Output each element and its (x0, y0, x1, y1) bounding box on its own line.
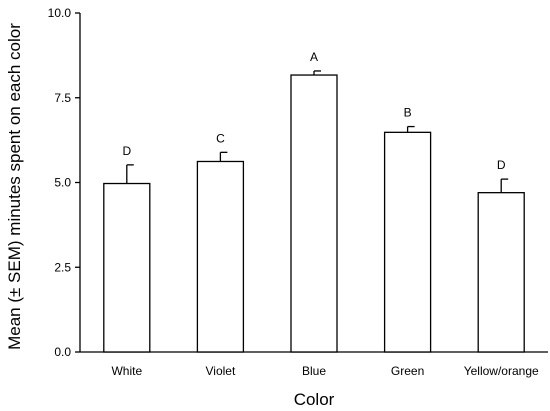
bar-blue (290, 74, 338, 353)
significance-label: B (404, 106, 412, 120)
significance-label: D (497, 158, 506, 172)
y-axis-title: Mean (± SEM) minutes spent on each color (5, 23, 24, 350)
significance-label: D (122, 144, 131, 158)
significance-label: C (216, 131, 225, 145)
significance-labels: D C A B D (122, 50, 505, 172)
error-bars (126, 70, 509, 193)
bar-green (383, 131, 432, 353)
x-tick-label: Yellow/orange (464, 364, 539, 378)
y-tick-label: 5.0 (54, 176, 71, 190)
y-tick-label: 2.5 (54, 260, 71, 274)
y-tick-label: 7.5 (54, 91, 71, 105)
bars (103, 74, 525, 353)
y-tick-label: 0.0 (54, 345, 71, 359)
x-tick-label: White (111, 364, 142, 378)
x-tick-label: Blue (302, 364, 326, 378)
x-axis-title: Color (294, 390, 335, 409)
x-tick-label: Violet (205, 364, 235, 378)
bar-violet (196, 160, 245, 353)
x-tick-labels: White Violet Blue Green Yellow/orange (111, 364, 539, 378)
bar-yellow-orange (477, 192, 525, 353)
y-ticks: 0.0 2.5 5.0 7.5 10.0 (48, 6, 80, 359)
y-tick-label: 10.0 (48, 6, 72, 20)
x-tick-label: Green (391, 364, 424, 378)
significance-label: A (310, 50, 318, 64)
bar-white (103, 182, 151, 353)
